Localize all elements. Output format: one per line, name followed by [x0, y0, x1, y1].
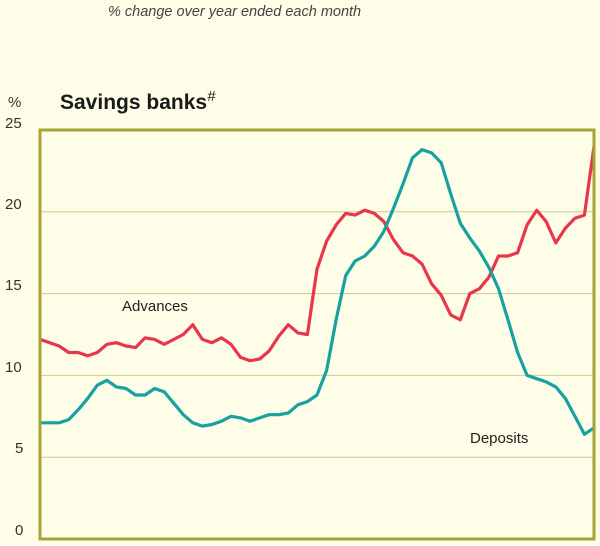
y-tick-label-0: 0 [15, 522, 24, 539]
chart-title: Savings banks# [60, 88, 215, 115]
y-tick-label-10: 10 [5, 359, 22, 376]
chart-title-mark: # [207, 88, 216, 105]
y-tick-label-25: 25 [5, 115, 22, 132]
y-tick-label-5: 5 [15, 440, 24, 457]
y-tick-label-20: 20 [5, 196, 22, 213]
plot-frame [38, 128, 596, 541]
deposits-series-label: Deposits [470, 430, 529, 447]
advances-series-line [38, 144, 596, 363]
advances-series-label: Advances [122, 298, 188, 315]
deposits-series-line [38, 148, 596, 436]
chart-subtitle: % change over year ended each month [108, 4, 362, 20]
y-tick-label-15: 15 [5, 277, 22, 294]
y-axis-unit-label: % [8, 94, 22, 111]
chart-title-text: Savings banks [60, 91, 208, 114]
